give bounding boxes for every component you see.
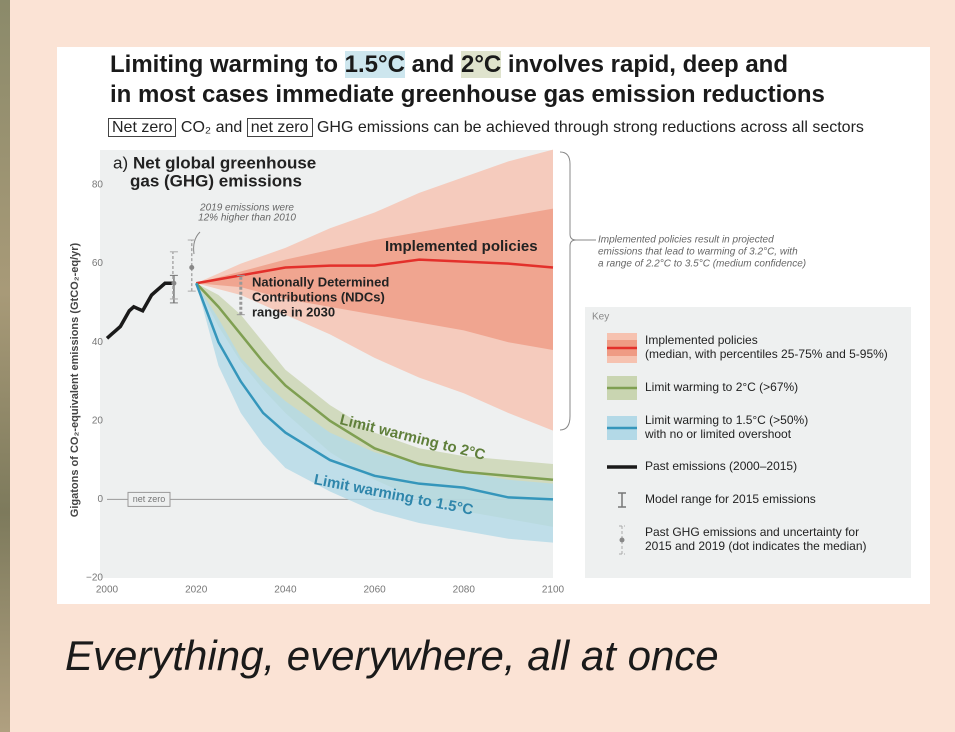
median-dot xyxy=(171,280,177,286)
key-label: Past emissions (2000–2015) xyxy=(645,459,797,473)
series-line xyxy=(105,281,174,340)
y-tick-label: 0 xyxy=(97,494,103,505)
annotation: 2019 emissions were xyxy=(199,203,294,214)
title-part: and xyxy=(404,51,461,78)
y-axis-label: Gigatons of CO₂-equivalent emissions (Gt… xyxy=(69,242,81,517)
key-label: 2015 and 2019 (dot indicates the median) xyxy=(645,539,867,553)
edge xyxy=(0,0,10,732)
title-part: 1.5°C xyxy=(344,51,405,78)
title-part: involves rapid, deep and xyxy=(501,51,788,78)
band xyxy=(196,283,553,527)
x-tick-label: 2060 xyxy=(363,585,386,596)
x-tick-label: 2080 xyxy=(453,585,476,596)
y-tick-label: 80 xyxy=(92,180,104,191)
x-tick-label: 2040 xyxy=(274,585,297,596)
subtitle-part: GHG emissions can be achieved through st… xyxy=(312,119,864,136)
subtitle: Net zero CO₂ and net zero GHG emissions … xyxy=(108,118,864,137)
x-tick-label: 2100 xyxy=(542,585,565,596)
key-label: Model range for 2015 emissions xyxy=(645,492,816,506)
key-label: Limit warming to 2°C (>67%) xyxy=(645,380,798,394)
annotation: emissions that lead to warming of 3.2°C,… xyxy=(598,247,798,258)
series-line xyxy=(195,282,554,481)
title: Limiting warming to 1.5°C and 2°C involv… xyxy=(110,50,825,110)
subtitle-part: net zero xyxy=(246,118,313,137)
caption: Everything, everywhere, all at once xyxy=(65,632,719,679)
key-icon xyxy=(619,525,625,555)
key-icon xyxy=(618,492,626,508)
x-tick-label: 2020 xyxy=(185,585,208,596)
key-label: Limit warming to 1.5°C (>50%) xyxy=(645,413,808,427)
panel-title: Net global greenhouse xyxy=(133,153,316,172)
net-zero-label: net zero xyxy=(133,494,166,504)
series-line xyxy=(195,282,554,501)
annotation: 12% higher than 2010 xyxy=(198,213,296,224)
subtitle-part: Net zero xyxy=(108,118,177,137)
x-tick-label: 2000 xyxy=(96,585,119,596)
annotation: a range of 2.2°C to 3.5°C (medium confid… xyxy=(598,259,806,270)
key-label: (median, with percentiles 25-75% and 5-9… xyxy=(645,347,888,361)
title-line: in most cases immediate greenhouse gas e… xyxy=(110,81,825,108)
series-line xyxy=(195,258,554,285)
y-tick-label: 60 xyxy=(92,258,104,269)
annotation: Implemented policies result in projected xyxy=(598,235,774,246)
y-tick-label: 40 xyxy=(92,337,104,348)
key-bg xyxy=(585,307,911,578)
annotation: Contributions (NDCs) xyxy=(252,289,385,304)
panel-label: a) xyxy=(113,153,128,172)
key-label: Implemented policies xyxy=(645,333,758,347)
series-label: Implemented policies xyxy=(385,238,538,255)
median-dot xyxy=(189,265,195,271)
key-icon xyxy=(619,537,625,543)
y-tick-label: −20 xyxy=(86,573,103,584)
key-label: with no or limited overshoot xyxy=(644,427,792,441)
brace xyxy=(559,151,577,431)
band xyxy=(196,283,553,543)
net-zero-box xyxy=(127,491,171,507)
annotation: Nationally Determined xyxy=(252,274,389,289)
annotation: range in 2030 xyxy=(252,304,335,319)
key-label: Past GHG emissions and uncertainty for xyxy=(645,525,859,539)
band xyxy=(196,208,553,351)
panel-title: gas (GHG) emissions xyxy=(130,171,302,190)
title-part: 2°C xyxy=(460,51,502,78)
title-part: Limiting warming to xyxy=(110,51,345,78)
arrow xyxy=(193,231,201,255)
key-title: Key xyxy=(592,312,609,323)
y-tick-label: 20 xyxy=(92,415,104,426)
subtitle-part: CO₂ and xyxy=(176,119,247,136)
